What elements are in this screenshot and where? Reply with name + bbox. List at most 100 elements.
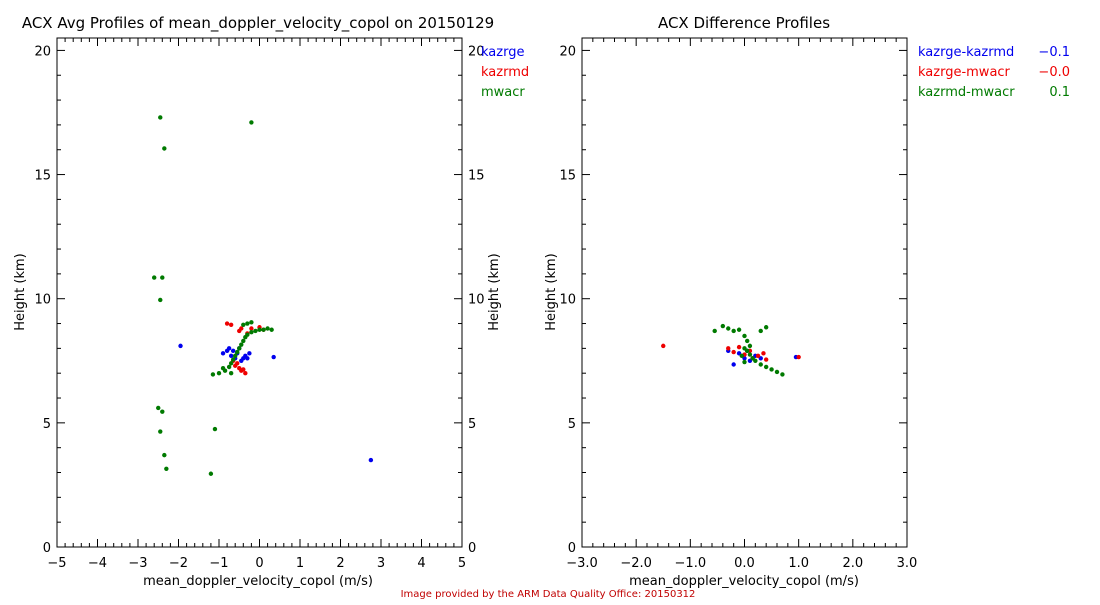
y-tick-label-right: 5: [468, 417, 476, 432]
data-point-kazrmd-mwacr: [747, 352, 753, 357]
y-tick-label: 15: [34, 169, 51, 184]
data-point-kazrmd-mwacr: [745, 348, 750, 354]
right-data-points: [661, 323, 801, 377]
right-chart-title: ACX Difference Profiles: [658, 14, 830, 32]
y-tick-label-right: 0: [468, 541, 476, 556]
data-point-mwacr: [233, 353, 238, 359]
legend-entry-mwacr: mwacr: [481, 85, 525, 100]
data-point-kazrge: [178, 343, 183, 349]
y-tick-label-right: 15: [468, 169, 485, 184]
data-point-mwacr: [226, 364, 232, 370]
left-panel: ACX Avg Profiles of mean_doppler_velocit…: [13, 14, 529, 589]
data-point-mwacr: [245, 321, 250, 326]
data-point-kazrmd-mwacr: [739, 353, 744, 359]
data-point-kazrmd-mwacr: [747, 343, 753, 349]
data-point-kazrmd-mwacr: [758, 328, 763, 334]
data-point-kazrmd-mwacr: [774, 369, 780, 375]
data-point-mwacr: [241, 322, 246, 327]
left-chart-title: ACX Avg Profiles of mean_doppler_velocit…: [22, 14, 494, 33]
data-point-mwacr: [237, 346, 242, 351]
data-point-mwacr: [158, 429, 163, 434]
data-point-kazrge: [228, 353, 234, 359]
left-data-points: [152, 115, 374, 476]
x-tick-label: 2.0: [842, 556, 863, 571]
data-point-kazrmd-mwacr: [745, 338, 750, 344]
left-y-axis-label-right: Height (km): [487, 253, 502, 330]
data-point-mwacr: [160, 275, 165, 280]
data-point-mwacr: [249, 320, 254, 325]
data-point-kazrge: [368, 457, 374, 463]
data-point-mwacr: [228, 370, 234, 376]
data-point-mwacr: [241, 338, 246, 344]
data-point-mwacr: [265, 326, 270, 331]
data-point-mwacr: [158, 297, 163, 303]
data-point-kazrmd-mwacr: [753, 358, 758, 363]
data-point-kazrmd-mwacr: [736, 327, 742, 332]
y-tick-label: 0: [568, 541, 576, 556]
data-point-kazrmd: [239, 326, 244, 331]
legend-value-kazrge-kazrmd: −0.1: [1038, 45, 1070, 60]
legend-entry-kazrge-mwacr: kazrge-mwacr: [918, 65, 1011, 80]
data-point-kazrge-mwacr: [761, 351, 766, 356]
data-point-kazrge-mwacr: [796, 354, 801, 360]
data-point-mwacr: [212, 426, 218, 432]
data-point-kazrge-mwacr: [661, 343, 666, 349]
right-x-axis-label: mean_doppler_velocity_copol (m/s): [629, 574, 859, 589]
right-panel: ACX Difference Profiles −3.0 −2.0 −1.0 0.0 1…: [544, 14, 1070, 589]
y-tick-label: 20: [559, 44, 576, 59]
data-point-kazrge: [271, 354, 276, 360]
left-y-axis-label: Height (km): [13, 253, 28, 330]
data-point-kazrmd-mwacr: [769, 367, 774, 372]
data-point-mwacr: [261, 327, 266, 332]
legend-value-kazrmd-mwacr: 0.1: [1049, 85, 1070, 100]
x-tick-label: −2.0: [620, 556, 652, 571]
data-point-mwacr: [158, 115, 163, 120]
data-point-kazrge: [247, 351, 252, 356]
x-tick-label: −1.0: [675, 556, 707, 571]
data-point-kazrmd-mwacr: [726, 326, 731, 331]
data-point-kazrmd-mwacr: [742, 359, 747, 365]
data-point-kazrmd: [228, 322, 234, 327]
data-point-kazrge: [226, 346, 232, 351]
data-point-kazrge-kazrmd: [731, 362, 736, 367]
data-point-mwacr: [210, 372, 216, 377]
x-tick-label: −1: [209, 556, 228, 571]
data-point-kazrge-mwacr: [731, 349, 736, 355]
data-point-kazrge-mwacr: [736, 344, 742, 350]
data-point-kazrmd-mwacr: [712, 328, 717, 334]
y-tick-label: 10: [34, 293, 51, 308]
x-tick-label: 1.0: [788, 556, 809, 571]
data-point-kazrmd-mwacr: [720, 323, 726, 329]
x-tick-label: 0: [255, 556, 263, 571]
data-point-kazrmd-mwacr: [742, 333, 747, 339]
legend-entry-kazrmd-mwacr: kazrmd-mwacr: [918, 85, 1015, 100]
data-point-kazrmd: [241, 367, 246, 372]
data-point-mwacr: [208, 471, 214, 476]
x-tick-label: −3: [128, 556, 147, 571]
data-point-mwacr: [245, 332, 250, 337]
right-plot-frame: [581, 37, 908, 548]
data-point-mwacr: [152, 275, 157, 280]
y-tick-label-right: 10: [468, 293, 485, 308]
data-point-mwacr: [257, 327, 262, 332]
x-tick-label: 1: [296, 556, 304, 571]
y-tick-label: 10: [559, 293, 576, 308]
data-point-kazrmd-mwacr: [731, 328, 736, 334]
x-tick-label: 2: [336, 556, 344, 571]
data-point-mwacr: [216, 370, 222, 376]
data-point-mwacr: [253, 328, 258, 334]
x-tick-label: 5: [458, 556, 466, 571]
legend-entry-kazrmd: kazrmd: [481, 65, 529, 80]
y-tick-label: 20: [34, 44, 51, 59]
right-y-axis-label: Height (km): [544, 253, 559, 330]
x-tick-label: −4: [88, 556, 107, 571]
y-tick-label: 0: [43, 541, 51, 556]
data-point-kazrmd-mwacr: [758, 362, 763, 367]
legend-entry-kazrge: kazrge: [481, 45, 524, 60]
data-point-kazrge-mwacr: [726, 346, 731, 351]
data-point-kazrmd: [243, 370, 248, 376]
data-point-kazrmd: [235, 361, 240, 366]
data-point-mwacr: [269, 327, 274, 332]
x-tick-label: −2: [169, 556, 188, 571]
